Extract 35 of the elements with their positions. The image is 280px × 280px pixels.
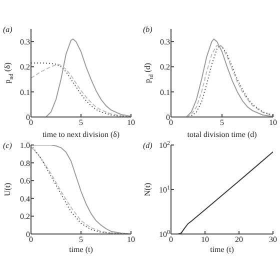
line-series bbox=[177, 151, 273, 234]
y-tick-label: 0.2 bbox=[20, 62, 30, 72]
x-tick-label: 5 bbox=[79, 118, 83, 127]
y-tick-label: 0.3 bbox=[20, 38, 30, 47]
y-tick-label: 0.8 bbox=[20, 158, 30, 168]
x-tick-label: 5 bbox=[220, 118, 224, 127]
y-tick-label: 0.4 bbox=[20, 194, 30, 204]
x-tick-label: 30 bbox=[269, 235, 277, 244]
x-tick-label: 10 bbox=[201, 235, 209, 244]
y-axis-title: N(t) bbox=[143, 182, 152, 196]
x-tick-label: 10 bbox=[269, 118, 277, 127]
y-tick-label: 10$^{1}$ bbox=[159, 186, 170, 194]
y-tick-label: 0.1 bbox=[20, 88, 30, 97]
y-tick-label: 0.2 bbox=[160, 62, 170, 72]
y-tick-label: 10$^{2}$ bbox=[159, 141, 170, 150]
text: (c) bbox=[3, 141, 12, 150]
text: (b) bbox=[143, 25, 152, 34]
y-tick-label: 0.2 bbox=[20, 212, 30, 222]
x-tick-label: 5 bbox=[79, 235, 83, 244]
x-tick-label: 10 bbox=[127, 118, 135, 127]
x-axis-title: time to next division (δ) bbox=[42, 130, 120, 139]
line-series bbox=[46, 38, 131, 117]
y-tick-label: 1.0 bbox=[20, 141, 30, 150]
x-axis-title: time (t) bbox=[69, 245, 94, 254]
x-axis-title: total division time (d) bbox=[187, 130, 258, 139]
y-tick-label: 0.3 bbox=[160, 38, 170, 47]
y-tick-label: 0.1 bbox=[160, 88, 170, 97]
text: (d) bbox=[143, 141, 152, 150]
y-tick-label: 10$^{0}$ bbox=[159, 230, 170, 239]
y-axis-title: U(t) bbox=[3, 182, 12, 196]
x-axis-title: time (t) bbox=[210, 245, 234, 254]
text: (a) bbox=[3, 25, 12, 34]
y-tick-label: 0.6 bbox=[20, 176, 30, 186]
x-tick-label: 20 bbox=[235, 235, 243, 244]
x-tick-label: 10 bbox=[127, 235, 135, 244]
